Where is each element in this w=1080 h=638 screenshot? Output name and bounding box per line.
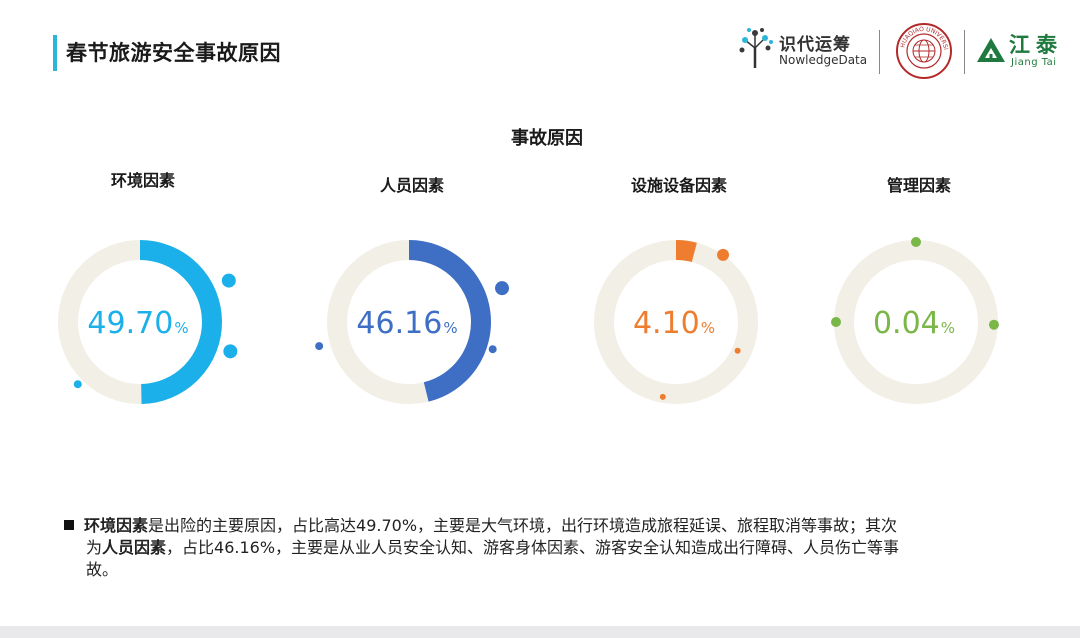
footnote-staff-bold: 人员因素 [102, 538, 167, 557]
ring-track-mgmt [834, 240, 998, 404]
footnote-line1: 是出险的主要原因，占比高达49.70%，主要是大气环境，出行环境造成旅程延误、旅… [148, 516, 898, 535]
decor-dot-mgmt-0 [911, 237, 921, 247]
ring-value-arc-staff [408, 240, 491, 402]
decor-dot-staff-0 [495, 281, 510, 296]
donut-charts: 49.70% 环境因素 46.16% 人员因素 4.10% 设施设备因素 0.04% 管理因素 [58, 171, 999, 404]
footnote: 环境因素是出险的主要原因，占比高达49.70%，主要是大气环境，出行环境造成旅程… [64, 515, 1024, 581]
value-unit-env: % [174, 319, 188, 337]
footnote-line3: 故。 [86, 560, 119, 579]
jiangtai-en: Jiang Tai [1011, 57, 1057, 68]
bottom-band [0, 626, 1080, 638]
footnote-line2: ，占比46.16%，主要是从业人员安全认知、游客身体因素、游客安全认知造成出行障… [166, 538, 900, 557]
decor-dot-env-0 [221, 273, 236, 288]
value-label-staff: 46.16% [356, 306, 457, 341]
logo-divider-2 [964, 30, 965, 74]
decor-dot-mgmt-2 [831, 317, 841, 327]
decor-dot-facility-1 [734, 347, 741, 354]
logo-huaqiao-university: HUAQIAO UNIVERSITY [892, 17, 953, 80]
footnote-line2-wrap: 为人员因素，占比46.16%，主要是从业人员安全认知、游客身体因素、游客安全认知… [64, 537, 1024, 559]
logo-jiangtai: 江泰 Jiang Tai [974, 26, 1074, 72]
jiangtai-mountain-icon [977, 38, 1005, 62]
decor-dot-env-2 [73, 380, 82, 389]
ring-value-arc-env [139, 240, 222, 404]
category-label-staff: 人员因素 [380, 176, 444, 195]
university-seal-icon: HUAQIAO UNIVERSITY [892, 17, 952, 79]
logo-divider [879, 30, 880, 74]
ring-value-arc-facility [675, 240, 697, 263]
nowledgedata-tree-icon [739, 28, 773, 68]
bullet-square-icon [64, 520, 74, 530]
logo-nowledgedata: 识代运筹 NowledgeData [737, 26, 867, 72]
value-label-mgmt: 0.04% [873, 306, 955, 341]
nowledgedata-en: NowledgeData [779, 53, 868, 67]
chart-title: 事故原因 [511, 128, 583, 149]
value-label-facility: 4.10% [633, 306, 715, 341]
category-label-env: 环境因素 [111, 171, 175, 190]
footnote-env-bold: 环境因素 [84, 516, 149, 535]
decor-dot-facility-0 [717, 248, 730, 261]
jiangtai-cn: 江泰 [1009, 33, 1063, 57]
decor-dot-facility-2 [659, 393, 666, 400]
category-label-facility: 设施设备因素 [631, 176, 727, 195]
decor-dot-staff-1 [488, 345, 497, 354]
decor-dot-staff-2 [315, 342, 324, 351]
value-unit-mgmt: % [941, 319, 955, 337]
value-unit-facility: % [701, 319, 715, 337]
footnote-line2-pre: 为 [86, 538, 103, 557]
title-accent-bar [53, 35, 57, 71]
value-label-env: 49.70% [87, 306, 188, 341]
decor-dot-mgmt-1 [988, 319, 999, 330]
decor-dot-env-1 [223, 344, 238, 359]
page-title: 春节旅游安全事故原因 [66, 41, 281, 65]
nowledgedata-cn: 识代运筹 [779, 35, 851, 55]
value-unit-staff: % [443, 319, 457, 337]
category-label-mgmt: 管理因素 [887, 176, 951, 195]
